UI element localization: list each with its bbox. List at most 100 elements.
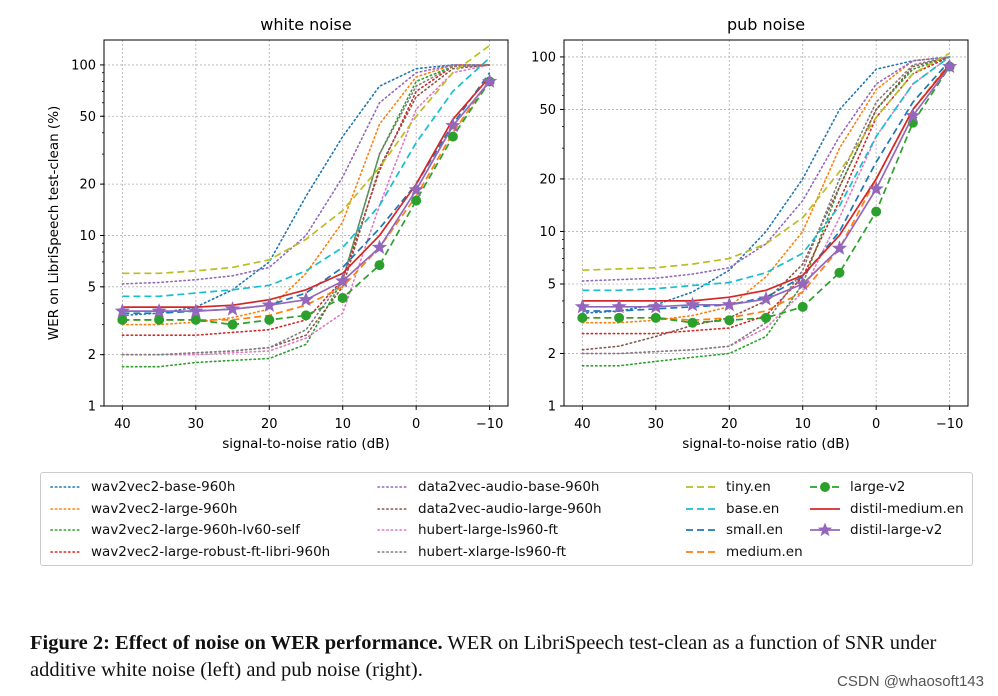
legend-label: distil-large-v2 bbox=[850, 522, 943, 538]
legend-swatch-base-en bbox=[686, 507, 716, 510]
y-tick-label: 5 bbox=[548, 278, 556, 293]
data-point-large-v2 bbox=[117, 314, 128, 325]
y-tick-label: 20 bbox=[79, 178, 96, 193]
data-point-distil-large-v2 bbox=[224, 301, 241, 316]
data-point-large-v2 bbox=[687, 317, 698, 328]
legend-item-large-v2: large-v2 bbox=[808, 477, 905, 497]
x-tick-label: 40 bbox=[114, 417, 131, 432]
series-line-small-en bbox=[582, 60, 951, 312]
data-point-distil-large-v2 bbox=[795, 276, 811, 291]
series-group bbox=[574, 52, 958, 367]
legend-swatch-wav2vec2-base-960h bbox=[50, 486, 82, 488]
y-tick-label: 2 bbox=[548, 347, 556, 362]
data-point-distil-large-v2 bbox=[721, 296, 737, 312]
data-point-large-v2 bbox=[761, 312, 771, 323]
legend-swatch-distil-large-v2 bbox=[810, 523, 840, 537]
series-line-wav2vec2-large-960h-lv60-self bbox=[121, 64, 491, 368]
legend-item-distil-medium-en: distil-medium.en bbox=[808, 499, 964, 519]
legend-item-wav2vec2-large-robust-ft-libri-960h: wav2vec2-large-robust-ft-libri-960h bbox=[49, 542, 330, 562]
legend-item-hubert-large-ls960-ft: hubert-large-ls960-ft bbox=[376, 520, 558, 540]
figure-caption: Figure 2: Effect of noise on WER perform… bbox=[30, 630, 985, 684]
data-point-distil-large-v2 bbox=[574, 298, 590, 314]
data-point-distil-large-v2 bbox=[831, 240, 848, 255]
legend-swatch-distil-medium-en bbox=[810, 507, 840, 510]
legend-label: hubert-large-ls960-ft bbox=[418, 522, 559, 538]
axes-frame bbox=[563, 39, 969, 407]
legend-swatch-wav2vec2-large-960h-lv60-self bbox=[50, 529, 82, 531]
series-line-distil-large-v2 bbox=[582, 66, 951, 308]
x-tick-label: 10 bbox=[334, 417, 351, 432]
y-tick-label: 20 bbox=[539, 172, 556, 187]
data-point-distil-large-v2 bbox=[868, 181, 884, 196]
series-line-distil-medium-en bbox=[582, 64, 951, 302]
axes-frame bbox=[103, 39, 509, 407]
legend-label: distil-medium.en bbox=[850, 500, 964, 517]
data-point-distil-large-v2 bbox=[942, 58, 958, 74]
x-tick-label: 10 bbox=[794, 417, 811, 432]
series-line-hubert-large-ls960-ft bbox=[121, 64, 491, 356]
x-tick-label: 30 bbox=[648, 417, 665, 432]
data-point-distil-large-v2 bbox=[905, 107, 921, 123]
series-line-data2vec-audio-large-960h bbox=[581, 56, 951, 351]
legend-swatch-medium-en bbox=[686, 550, 716, 553]
series-line-tiny-en bbox=[122, 44, 491, 275]
panel-title: white noise bbox=[260, 15, 351, 34]
legend-swatch-data2vec-audio-base-960h bbox=[377, 486, 409, 488]
data-point-large-v2 bbox=[650, 312, 661, 323]
caption-text: WER on LibriSpeech test-clean as a funct… bbox=[30, 632, 937, 681]
data-point-distil-large-v2 bbox=[445, 117, 461, 133]
data-point-large-v2 bbox=[871, 206, 882, 217]
y-tick-label: 1 bbox=[88, 400, 96, 415]
x-tick-label: −10 bbox=[476, 417, 503, 432]
data-point-distil-large-v2 bbox=[335, 273, 351, 288]
data-point-distil-large-v2 bbox=[261, 297, 277, 312]
x-tick-label: 40 bbox=[574, 417, 591, 432]
legend-swatch-tiny-en bbox=[686, 486, 716, 488]
data-point-distil-large-v2 bbox=[114, 303, 130, 318]
x-tick-label: 20 bbox=[721, 417, 738, 432]
x-tick-label: 20 bbox=[261, 417, 278, 432]
y-tick-label: 100 bbox=[531, 50, 556, 65]
data-point-distil-large-v2 bbox=[758, 291, 774, 306]
y-axis-label: WER on LibriSpeech test-clean (%) bbox=[46, 106, 62, 341]
y-tick-label: 50 bbox=[79, 110, 96, 125]
legend-label: small.en bbox=[726, 522, 784, 538]
data-point-distil-large-v2 bbox=[371, 239, 388, 254]
y-tick-label: 10 bbox=[79, 229, 96, 244]
y-tick-label: 5 bbox=[88, 280, 96, 295]
series-line-base-en bbox=[122, 57, 491, 298]
series-line-hubert-xlarge-ls960-ft bbox=[121, 64, 491, 356]
data-point-large-v2 bbox=[190, 314, 201, 325]
legend-item-data2vec-audio-large-960h: data2vec-audio-large-960h bbox=[376, 499, 602, 519]
data-point-distil-large-v2 bbox=[482, 73, 498, 88]
legend-label: wav2vec2-large-robust-ft-libri-960h bbox=[91, 543, 331, 560]
data-point-large-v2 bbox=[614, 312, 625, 323]
legend-swatch-hubert-xlarge-ls960-ft bbox=[377, 550, 409, 553]
data-point-large-v2 bbox=[227, 319, 238, 330]
series-line-large-v2 bbox=[122, 80, 491, 326]
legend-swatch-hubert-large-ls960-ft bbox=[377, 529, 409, 531]
series-line-data2vec-audio-base-960h bbox=[121, 64, 491, 285]
legend-label: data2vec-audio-large-960h bbox=[418, 500, 602, 517]
data-point-large-v2 bbox=[577, 312, 588, 323]
x-tick-label: 0 bbox=[872, 417, 880, 432]
legend-label: large-v2 bbox=[850, 479, 906, 495]
series-line-wav2vec2-large-960h bbox=[121, 64, 491, 326]
legend-item-wav2vec2-large-960h: wav2vec2-large-960h bbox=[49, 499, 237, 519]
data-point-large-v2 bbox=[411, 195, 422, 206]
legend-item-hubert-xlarge-ls960-ft: hubert-xlarge-ls960-ft bbox=[376, 542, 566, 562]
x-tick-label: 0 bbox=[412, 417, 420, 432]
data-point-distil-large-v2 bbox=[408, 181, 424, 197]
legend-label: wav2vec2-base-960h bbox=[91, 479, 236, 495]
series-line-wav2vec2-base-960h bbox=[121, 64, 491, 317]
legend-item-base-en: base.en bbox=[684, 499, 779, 519]
caption-bold: Effect of noise on WER performance. bbox=[115, 632, 443, 654]
caption-label: Figure 2: bbox=[30, 632, 110, 654]
legend-label: base.en bbox=[726, 500, 780, 517]
series-line-medium-en bbox=[582, 62, 951, 322]
legend-label: wav2vec2-large-960h bbox=[91, 500, 238, 517]
data-point-distil-large-v2 bbox=[298, 291, 314, 307]
data-point-large-v2 bbox=[264, 314, 275, 325]
